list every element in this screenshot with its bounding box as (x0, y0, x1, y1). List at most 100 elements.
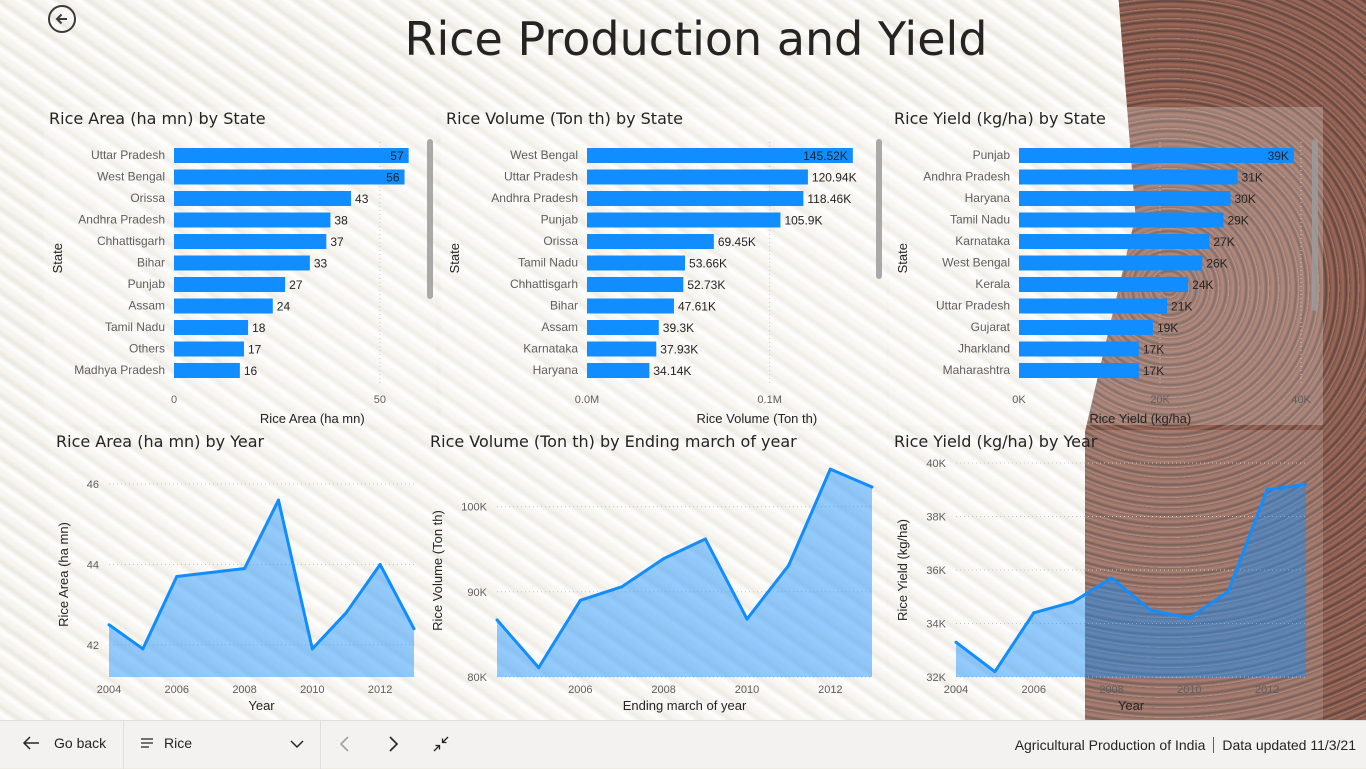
y-tick-label: 90K (467, 587, 487, 599)
category-label: West Bengal (97, 170, 165, 184)
bar (1019, 191, 1231, 206)
data-label: 21K (1171, 300, 1192, 314)
chart-scrollbar[interactable] (1312, 139, 1318, 311)
data-label: 27 (289, 278, 303, 292)
data-label: 37.93K (660, 343, 698, 357)
chart-title: Rice Area (ha mn) by Year (56, 432, 265, 451)
report-status: Agricultural Production of India Data up… (1015, 737, 1356, 753)
data-point (870, 485, 874, 489)
back-arrow-circle-icon[interactable] (48, 5, 76, 33)
data-point (993, 670, 997, 674)
y-tick-label: 36K (926, 565, 946, 577)
data-point (107, 623, 111, 627)
chart-rice-yield-by-state[interactable]: Rice Yield (kg/ha) by State 0K 20K 40K Punj… (889, 107, 1323, 426)
data-label: 53.66K (689, 257, 727, 271)
bar (1019, 212, 1224, 228)
bar (174, 320, 249, 335)
x-tick-label: 2006 (1022, 684, 1046, 696)
category-label: Tamil Nadu (950, 213, 1010, 227)
data-label: 30K (1235, 192, 1256, 206)
chart-rice-area-by-year[interactable]: Rice Area (ha mn) by Year 42 44 46 2004 2006… (50, 430, 426, 720)
chart-scrollbar[interactable] (876, 139, 882, 279)
data-label: 38 (334, 214, 348, 228)
bar (174, 277, 286, 292)
y-axis-title: State (447, 243, 462, 273)
data-point (310, 647, 314, 651)
chart-plot: 32K 34K 36K 38K 40K 2004 2006 2008 2010 2012 Year R… (895, 458, 1308, 713)
x-tick-label: 2010 (1177, 684, 1201, 696)
page-title: Rice Production and Yield (404, 12, 988, 66)
x-axis-title: Rice Volume (Ton th) (697, 411, 818, 426)
category-label: Orissa (543, 234, 578, 248)
category-label: Maharashtra (943, 363, 1011, 377)
x-tick-label: 0.1M (757, 394, 781, 406)
bar (174, 234, 327, 249)
data-point (537, 666, 541, 670)
x-axis-title: Year (1118, 698, 1145, 713)
bar (587, 298, 674, 314)
previous-page-button[interactable] (338, 735, 352, 756)
y-axis-title: Rice Yield (kg/ha) (895, 519, 910, 621)
bar (1019, 234, 1210, 249)
data-point (620, 585, 624, 589)
data-point (578, 598, 582, 602)
data-point (243, 566, 247, 570)
x-axis-title: Ending march of year (623, 698, 747, 713)
category-label: Others (129, 342, 165, 356)
chevron-down-icon (290, 740, 304, 749)
go-back-label: Go back (54, 735, 107, 751)
data-point (954, 640, 958, 644)
go-back-button[interactable]: Go back (22, 735, 106, 751)
x-tick-label: 2008 (232, 684, 256, 696)
chart-scrollbar[interactable] (427, 139, 433, 299)
x-tick-label: 2004 (97, 684, 121, 696)
category-label: West Bengal (942, 256, 1010, 270)
data-label: 18 (252, 321, 266, 335)
data-label: 39.3K (663, 321, 694, 335)
category-label: Uttar Pradesh (91, 148, 165, 162)
x-tick-label: 20K (1150, 394, 1170, 406)
data-label: 17K (1143, 343, 1164, 357)
x-tick-label: 40K (1291, 394, 1311, 406)
data-point (344, 611, 348, 615)
background-brown-rice (1085, 0, 1366, 720)
area-fill (109, 500, 414, 677)
x-axis-title: Rice Yield (kg/ha) (1089, 411, 1191, 426)
chart-rice-volume-by-year[interactable]: Rice Volume (Ton th) by Ending march of … (426, 430, 886, 720)
category-label: Tamil Nadu (105, 320, 165, 334)
category-label: Uttar Pradesh (936, 299, 1010, 313)
data-label: 24 (277, 300, 291, 314)
data-point (662, 557, 666, 561)
data-point (703, 537, 707, 541)
chart-rice-area-by-state[interactable]: Rice Area (ha mn) by State 0 50 Uttar Prad… (44, 107, 436, 426)
data-label: 37 (330, 235, 344, 249)
y-axis-title: Rice Area (ha mn) (56, 522, 71, 627)
data-point (1187, 616, 1191, 620)
category-label: Madhya Pradesh (74, 363, 165, 377)
data-point (1032, 611, 1036, 615)
bar (587, 191, 804, 206)
bar (1019, 320, 1153, 335)
data-label: 69.45K (718, 235, 756, 249)
category-label: Chhattisgarh (510, 277, 578, 291)
chart-rice-volume-by-state[interactable]: Rice Volume (Ton th) by State 0.0M 0.1M We… (441, 107, 887, 426)
x-tick-label: 0.0M (575, 394, 599, 406)
x-tick-label: 2010 (735, 684, 759, 696)
data-label: 24K (1192, 278, 1213, 292)
chart-rice-yield-by-year[interactable]: Rice Yield (kg/ha) by Year 32K 34K 36K 38K 4… (889, 430, 1323, 720)
next-page-button[interactable] (386, 735, 400, 756)
bar (174, 169, 405, 185)
data-point (175, 575, 179, 579)
x-tick-label: 2012 (1255, 684, 1279, 696)
data-label: 27K (1213, 235, 1234, 249)
y-tick-label: 42 (87, 640, 99, 652)
x-tick-label: 2006 (568, 684, 592, 696)
data-label: 26K (1206, 257, 1227, 271)
bar (1019, 298, 1168, 314)
fit-to-page-button[interactable] (432, 735, 450, 756)
category-label: Punjab (541, 213, 579, 227)
list-icon (141, 738, 153, 748)
page-selector-dropdown[interactable]: Rice (140, 735, 308, 751)
category-label: Haryana (965, 191, 1011, 205)
x-tick-label: 2010 (300, 684, 324, 696)
